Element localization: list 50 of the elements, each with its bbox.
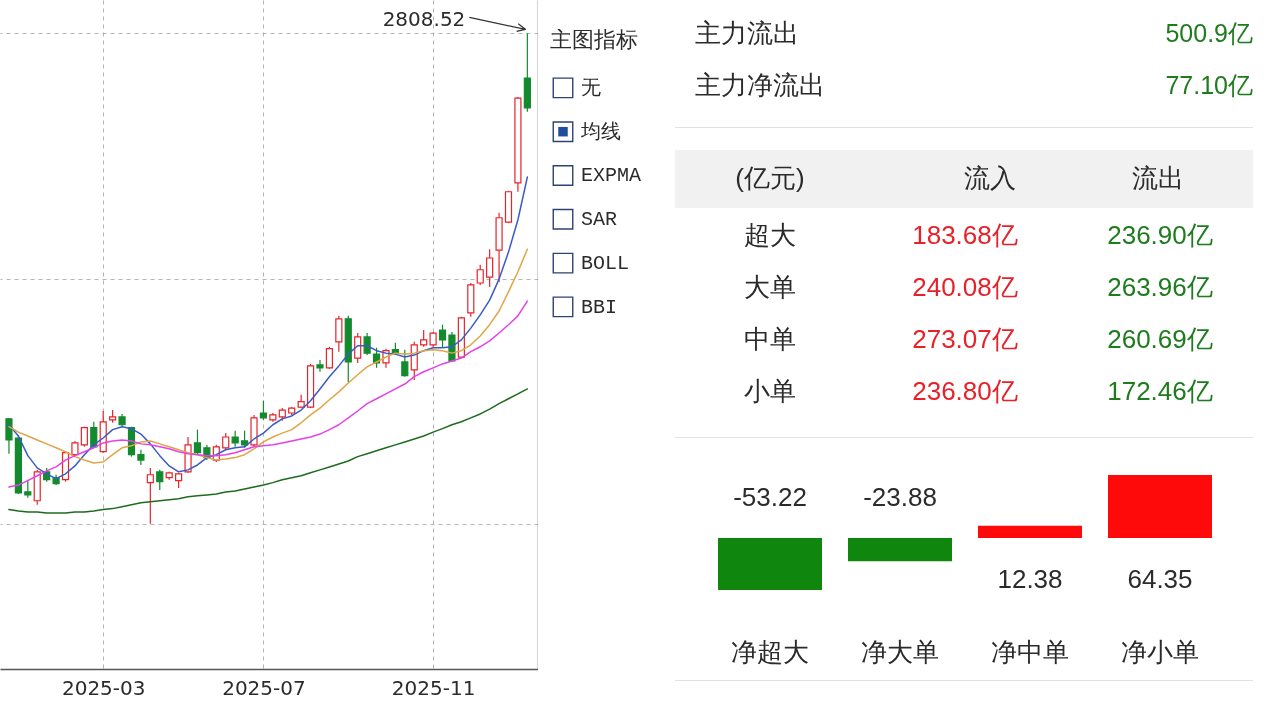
data-label: -53.22 [733, 481, 807, 512]
x-tick-label: 净大单 [861, 636, 939, 667]
candlestick [354, 332, 362, 364]
candlestick [316, 359, 324, 373]
category-label: SAR [581, 208, 617, 232]
data-label: 77.10亿 [1165, 71, 1253, 99]
x-tick-label: 2025-07 [222, 675, 306, 700]
candlestick [335, 315, 343, 353]
category-label: BBI [581, 295, 617, 319]
candlestick [476, 264, 484, 286]
category-label: 大单 [744, 272, 796, 303]
category-label: 无 [581, 76, 601, 100]
x-tick-label: 2025-11 [391, 675, 476, 700]
category-label: 主力净流出 [695, 70, 825, 100]
candlestick [401, 349, 409, 378]
data-label: 500.9亿 [1165, 19, 1253, 47]
x-tick-label: 净小单 [1121, 636, 1199, 667]
data-label: 64.35 [1127, 563, 1193, 594]
data-label: 263.96亿 [1107, 272, 1213, 303]
category-label: 主力流出 [695, 18, 799, 48]
category-label: 均线 [580, 120, 621, 144]
text: 流入 [964, 162, 1016, 193]
data-label: 260.69亿 [1107, 324, 1213, 355]
data-label: 236.90亿 [1107, 220, 1213, 251]
text: 2808.52 [382, 7, 466, 32]
data-label: 240.08亿 [912, 272, 1018, 303]
category-label: BOLL [581, 252, 629, 276]
candlestick [438, 324, 447, 349]
candlestick [156, 469, 164, 491]
candlestick [325, 346, 334, 370]
data-label: 172.46亿 [1107, 376, 1213, 407]
data-label: 12.38 [997, 563, 1063, 594]
category-label: 中单 [744, 324, 796, 355]
candlestick [486, 248, 494, 288]
text: 流出 [1132, 162, 1184, 193]
text: (亿元) [735, 162, 805, 193]
data-label: -23.88 [863, 481, 937, 512]
data-label: 273.07亿 [912, 324, 1018, 355]
category-label: 超大 [744, 220, 796, 251]
candlestick [259, 400, 268, 421]
data-label: 183.68亿 [912, 220, 1018, 251]
x-tick-label: 2025-03 [61, 675, 146, 700]
candlestick [193, 429, 202, 456]
category-label: 小单 [744, 376, 796, 407]
candlestick [146, 467, 154, 525]
data-label: 236.80亿 [912, 376, 1018, 407]
text: 主图指标 [550, 27, 639, 52]
category-label: EXPMA [581, 164, 641, 188]
x-tick-label: 净超大 [731, 636, 809, 667]
x-tick-label: 净中单 [991, 636, 1069, 667]
